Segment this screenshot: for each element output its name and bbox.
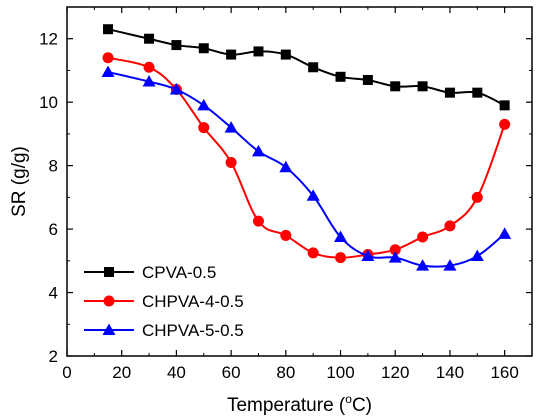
x-tick-label: 20 [112, 363, 131, 382]
y-tick-label: 8 [49, 157, 58, 176]
data-point [308, 62, 319, 73]
series-CHPVA-5-0.5 [101, 65, 512, 271]
data-point [335, 252, 347, 264]
data-point [444, 220, 456, 232]
series-layer [101, 24, 512, 271]
data-point [388, 251, 402, 263]
axes: 0 20 40 60 80 100 120 140 160 2 4 6 8 10 12 [39, 6, 533, 382]
data-point [253, 46, 264, 57]
data-point [198, 122, 210, 134]
data-point [103, 24, 114, 35]
data-point [251, 144, 265, 157]
data-point [334, 230, 348, 243]
legend-item: CHPVA-5-0.5 [84, 321, 244, 340]
legend-item: CPVA-0.5 [84, 263, 216, 282]
series-line [107, 71, 506, 268]
data-point [362, 74, 373, 85]
data-point [498, 227, 512, 239]
x-tick-label: 60 [222, 363, 241, 382]
data-point [499, 118, 511, 130]
data-point [102, 52, 114, 64]
y-tick-label: 6 [49, 220, 58, 239]
legend: CPVA-0.5 CHPVA-4-0.5 CHPVA-5-0.5 [84, 263, 244, 340]
data-point [280, 49, 291, 60]
series-CPVA-0.5 [103, 24, 510, 111]
legend-label: CPVA-0.5 [142, 263, 216, 282]
x-tick-label: 160 [490, 363, 518, 382]
data-point [101, 65, 115, 78]
series-CHPVA-4-0.5 [102, 52, 511, 264]
data-point [499, 100, 510, 111]
data-point [444, 87, 455, 98]
data-point [142, 75, 156, 87]
x-tick-label: 120 [381, 363, 409, 382]
data-point [226, 49, 237, 60]
x-tick-label: 140 [436, 363, 464, 382]
data-point [198, 43, 209, 54]
legend-marker [103, 295, 115, 307]
y-tick-label: 2 [49, 347, 58, 366]
data-point [306, 189, 320, 201]
data-point [361, 249, 375, 262]
x-tick-label: 100 [326, 363, 354, 382]
y-tick-label: 4 [49, 284, 58, 303]
legend-label: CHPVA-5-0.5 [142, 321, 244, 340]
y-tick-label: 10 [39, 93, 58, 112]
data-point [335, 71, 346, 82]
data-point [169, 82, 183, 95]
data-point [443, 259, 457, 271]
x-tick-label: 0 [62, 363, 71, 382]
data-point [171, 40, 182, 51]
data-point [416, 259, 430, 271]
data-point [225, 156, 237, 168]
legend-item: CHPVA-4-0.5 [84, 292, 244, 311]
data-point [143, 61, 155, 73]
data-point [390, 81, 401, 92]
y-tick-label: 12 [39, 30, 58, 49]
y-axis-title: SR (g/g) [9, 146, 30, 217]
plot-frame [66, 6, 533, 357]
legend-marker [104, 267, 114, 277]
x-tick-label: 40 [167, 363, 186, 382]
legend-label: CHPVA-4-0.5 [142, 292, 244, 311]
data-point [197, 98, 211, 111]
x-axis-title: Temperature (oC) [227, 392, 372, 416]
data-point [252, 215, 264, 227]
data-point [389, 244, 401, 256]
x-tick-label: 80 [276, 363, 295, 382]
data-point [471, 191, 483, 203]
data-point [417, 231, 429, 243]
data-point [280, 229, 292, 241]
legend-marker [102, 323, 116, 335]
data-point [307, 247, 319, 259]
data-point [224, 121, 238, 133]
data-point [144, 33, 155, 44]
data-point [279, 160, 293, 173]
data-point [417, 81, 428, 92]
data-point [470, 249, 484, 262]
data-point [472, 87, 483, 98]
